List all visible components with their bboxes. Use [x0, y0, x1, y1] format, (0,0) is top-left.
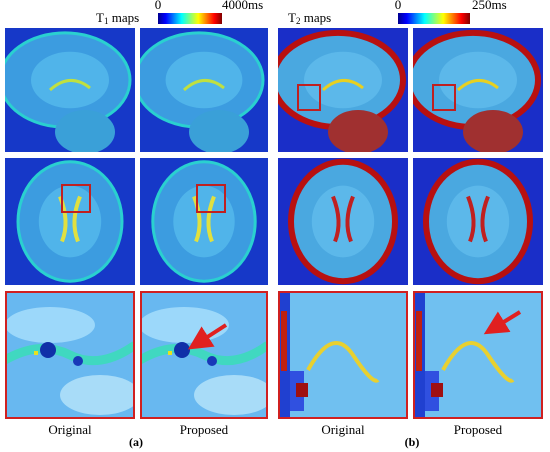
mri-image [5, 158, 135, 285]
vessel [441, 341, 515, 383]
mri-content [140, 28, 268, 152]
mri-image [278, 291, 408, 419]
mri-image [140, 158, 268, 285]
dot [73, 356, 83, 366]
pix [168, 351, 172, 355]
colorbar-min: 0 [395, 0, 402, 12]
colorbar-max: 4000ms [222, 0, 263, 12]
zoom-border [5, 291, 135, 419]
ventricle [466, 195, 490, 243]
edge [281, 311, 287, 371]
zoom-border [140, 291, 268, 419]
zoom-border [413, 291, 543, 419]
arrow [187, 323, 228, 350]
mri-content [413, 291, 543, 419]
ventricle [192, 195, 216, 243]
dot [40, 342, 56, 358]
stem [463, 110, 523, 152]
symbol: T [288, 10, 296, 25]
ventricle [321, 79, 364, 92]
colorbar-title: T1 maps [96, 10, 139, 26]
mri-image [278, 28, 408, 152]
blob [194, 375, 268, 415]
mri-content [5, 158, 135, 285]
caption: Proposed [180, 422, 229, 437]
stem [55, 110, 115, 152]
ventricle [182, 79, 225, 92]
symbol: T [96, 10, 104, 25]
dot [207, 356, 217, 366]
caption: Original [48, 422, 92, 437]
panel-label: (a) [129, 435, 143, 449]
mri-image [413, 158, 543, 285]
mri-image [413, 291, 543, 419]
inner [311, 185, 375, 258]
caption: Proposed [454, 422, 503, 437]
vessel [140, 341, 268, 366]
blob [5, 307, 95, 343]
panel-label: (b) [405, 435, 420, 449]
mri-content [413, 28, 543, 152]
mri-content [413, 158, 543, 285]
roi-box [297, 84, 321, 111]
colorbar-title: T2 maps [288, 10, 331, 26]
mri-content [278, 28, 408, 152]
ventricle [331, 195, 355, 243]
blob [140, 307, 229, 343]
mri-content [278, 158, 408, 285]
mri-image [413, 28, 543, 152]
colorbar-max: 250ms [472, 0, 507, 12]
mri-image [5, 28, 135, 152]
subscript: 2 [296, 16, 301, 26]
roi-box [432, 84, 456, 111]
mri-image [140, 291, 268, 419]
mri-content [5, 28, 135, 152]
mri-content [5, 291, 135, 419]
mri-image [5, 291, 135, 419]
suffix: maps [108, 10, 139, 25]
colorbar [398, 13, 470, 24]
pix [34, 351, 38, 355]
edge [431, 383, 443, 397]
edge [416, 311, 422, 371]
roi-box [61, 184, 91, 213]
colorbar-min: 0 [155, 0, 162, 12]
vessel [306, 341, 380, 383]
mri-content [140, 158, 268, 285]
ventricle [48, 79, 91, 92]
suffix: maps [300, 10, 331, 25]
edge [296, 383, 308, 397]
roi-box [196, 184, 226, 213]
inner [173, 185, 235, 258]
vessel [5, 341, 135, 366]
inner [38, 185, 102, 258]
mri-content [278, 291, 408, 419]
zoom-border [278, 291, 408, 419]
mri-content [140, 291, 268, 419]
colorbar [158, 13, 222, 24]
mri-image [140, 28, 268, 152]
blob [60, 375, 135, 415]
mri-image [278, 158, 408, 285]
ventricle [456, 79, 499, 92]
caption: Original [321, 422, 365, 437]
dot [174, 342, 190, 358]
inner [446, 185, 510, 258]
stem [328, 110, 388, 152]
stem [189, 110, 249, 152]
arrow [483, 310, 522, 335]
subscript: 1 [104, 16, 109, 26]
